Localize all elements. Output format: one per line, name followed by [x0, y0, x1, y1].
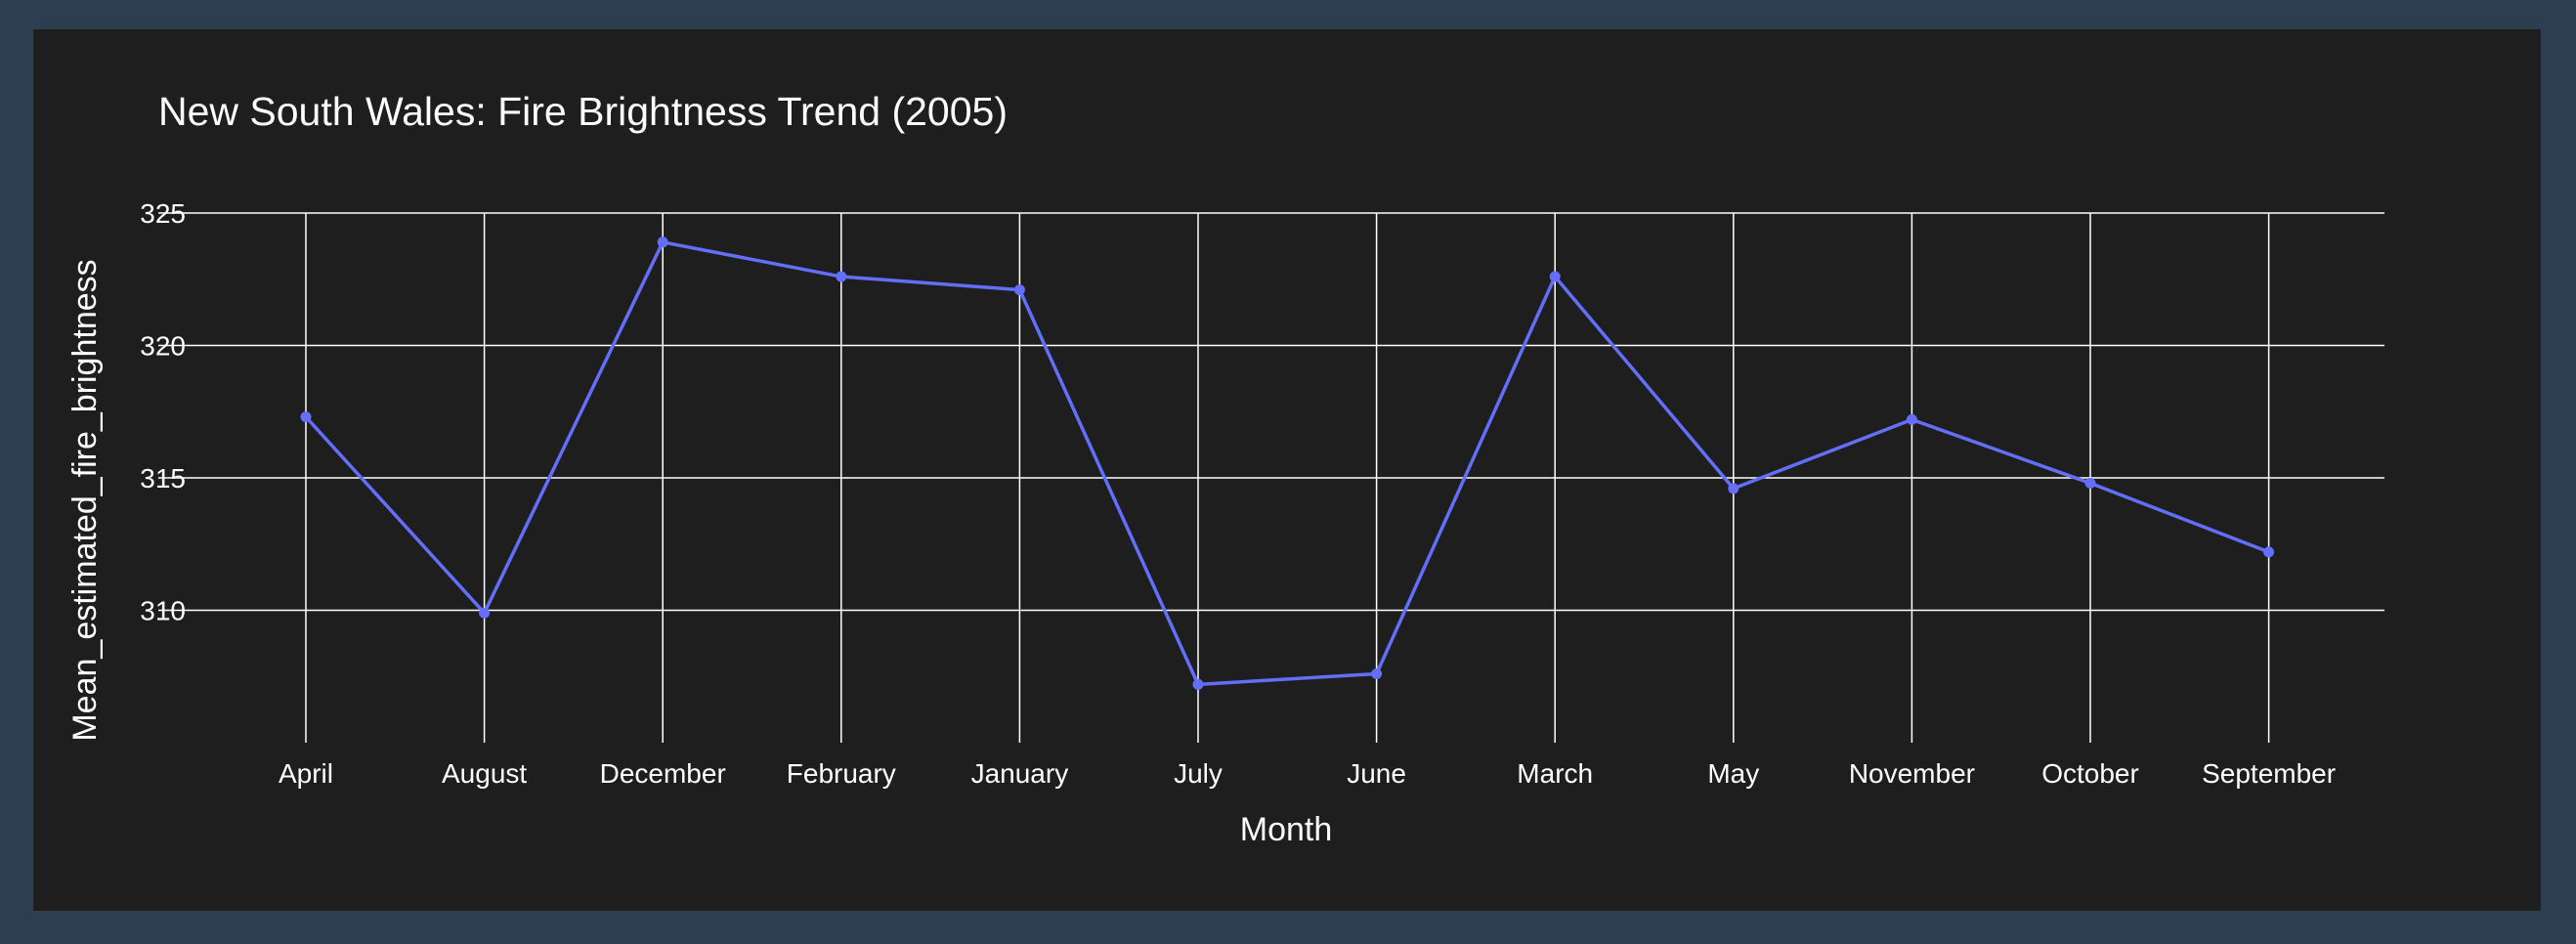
data-point [2084, 477, 2096, 489]
data-point [836, 271, 847, 282]
x-tick-label: February [787, 758, 896, 789]
data-points [300, 236, 2275, 690]
x-tick-label: March [1517, 758, 1593, 789]
x-tick-label: June [1347, 758, 1406, 789]
x-tick-label: December [600, 758, 726, 789]
gridlines [158, 212, 2384, 743]
y-tick-label: 310 [140, 596, 186, 626]
y-tick-label: 315 [140, 463, 186, 493]
x-tick-label: January [971, 758, 1069, 789]
x-tick-label: April [279, 758, 333, 789]
data-point [1728, 483, 1739, 494]
y-tick-label: 325 [140, 198, 186, 229]
y-axis-title: Mean_estimated_fire_brightness [66, 259, 104, 741]
y-tick-label: 320 [140, 331, 186, 362]
x-axis-title: Month [1240, 811, 1333, 848]
chart-title: New South Wales: Fire Brightness Trend (… [158, 89, 1008, 134]
series-line [304, 240, 2270, 687]
data-point [1906, 413, 1917, 425]
data-point [657, 236, 668, 248]
data-point [1549, 271, 1561, 282]
data-point [1013, 284, 1025, 296]
x-tick-label: May [1707, 758, 1759, 789]
data-point [300, 411, 312, 423]
data-point [1192, 678, 1204, 690]
x-tick-label: October [2041, 758, 2139, 789]
x-tick-label: August [442, 758, 527, 789]
x-axis-ticks: April August December February January July Ju… [279, 758, 2336, 789]
x-tick-label: July [1174, 758, 1223, 789]
y-axis-ticks: 310 315 320 325 [140, 198, 186, 626]
data-point [1371, 668, 1383, 680]
chart-card [33, 29, 2541, 911]
x-tick-label: September [2202, 758, 2336, 789]
data-point [2263, 546, 2275, 558]
data-point [479, 607, 491, 619]
x-tick-label: November [1849, 758, 1975, 789]
